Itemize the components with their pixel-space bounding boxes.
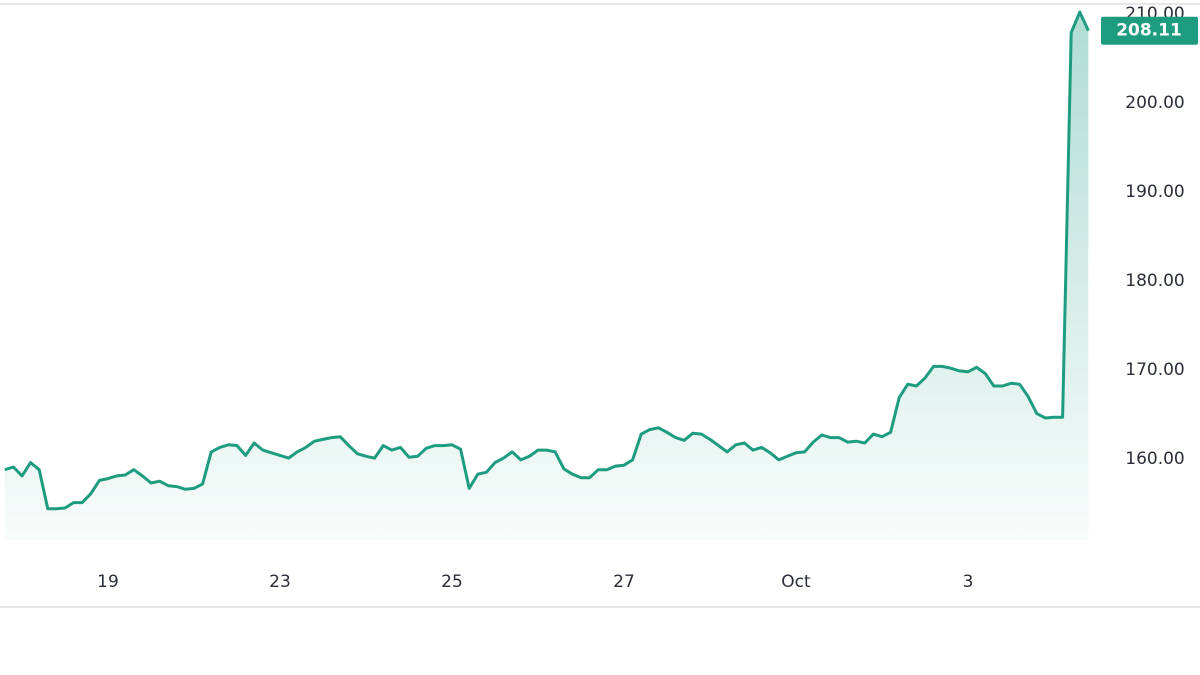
y-tick-label: 180.00: [1125, 271, 1184, 291]
y-tick-label: 200.00: [1125, 93, 1184, 113]
price-line: [4, 10, 1090, 511]
x-tick-label: 25: [441, 572, 463, 592]
last-price-tag: [1101, 16, 1198, 45]
x-tick-label: 23: [269, 572, 291, 592]
x-tick-label: Oct: [781, 572, 811, 592]
x-tick-label: 27: [613, 572, 635, 592]
x-tick-label: 3: [963, 572, 974, 592]
x-tick-label: 19: [97, 572, 119, 592]
area-fill: [4, 12, 1089, 541]
y-tick-label: 160.00: [1125, 449, 1184, 469]
y-tick-label: 170.00: [1125, 360, 1184, 380]
last-price-label: 208.11: [1116, 21, 1182, 41]
y-tick-label: 190.00: [1125, 182, 1184, 202]
